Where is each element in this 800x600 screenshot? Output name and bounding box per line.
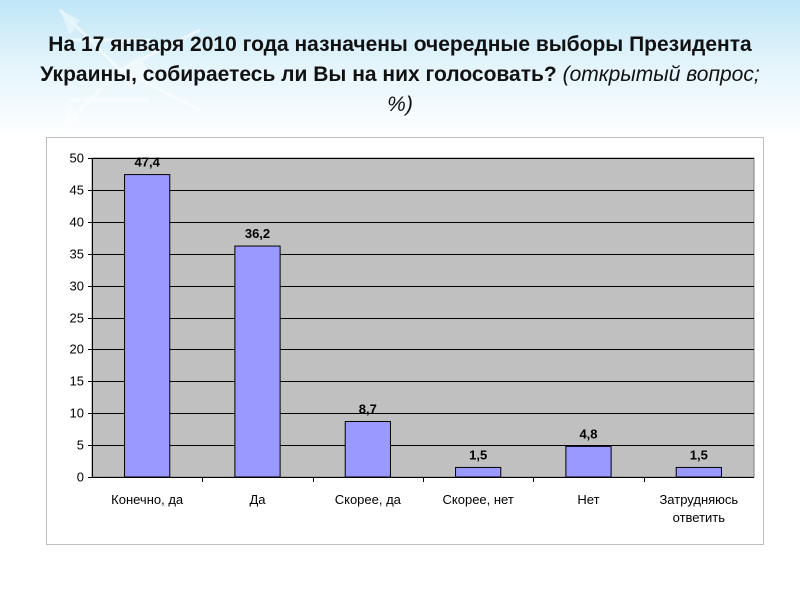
data-label: 4,8 — [579, 426, 597, 441]
slide-title: На 17 января 2010 года назначены очередн… — [40, 30, 760, 120]
data-label: 47,4 — [135, 155, 161, 170]
data-label: 36,2 — [245, 226, 270, 241]
y-tick-label: 5 — [77, 438, 84, 453]
x-category-label: Скорее, нет — [443, 492, 514, 507]
y-tick-label: 45 — [70, 183, 84, 198]
plot-area — [91, 157, 755, 478]
title-main: На 17 января 2010 года назначены очередн… — [40, 33, 752, 86]
x-category-label: Скорее, да — [335, 492, 402, 507]
decorative-snowflake-icon — [58, 8, 201, 132]
x-category-label: Нет — [577, 492, 599, 507]
data-label: 1,5 — [469, 447, 487, 462]
y-tick-label: 10 — [70, 406, 84, 421]
bar — [234, 245, 281, 478]
bar — [344, 420, 391, 478]
y-tick-label: 20 — [70, 342, 84, 357]
x-category-label: Затрудняюсь — [659, 492, 738, 507]
y-tick-label: 40 — [70, 215, 84, 230]
header-background — [0, 0, 800, 140]
title-subtitle: (открытый вопрос; %) — [387, 63, 760, 116]
bar — [455, 466, 502, 478]
chart-frame: 0 5 10 15 20 25 30 35 40 45 50 47,4 Конечно, да 36,2 Д… — [46, 137, 764, 545]
x-category-label: Да — [249, 492, 266, 507]
y-tick-label: 35 — [70, 247, 84, 262]
x-category-label: Конечно, да — [111, 492, 184, 507]
y-tick-label: 25 — [70, 311, 84, 326]
y-tick-label: 0 — [77, 470, 84, 485]
bar — [565, 445, 612, 478]
bar-chart: 0 5 10 15 20 25 30 35 40 45 50 47,4 Конечно, да 36,2 Д… — [70, 151, 755, 525]
x-category-label: ответить — [673, 510, 726, 525]
bar — [675, 466, 722, 478]
data-label: 1,5 — [690, 447, 708, 462]
y-tick-label: 15 — [70, 374, 84, 389]
y-tick-label: 50 — [70, 151, 84, 166]
bar — [124, 174, 171, 478]
data-label: 8,7 — [359, 401, 377, 416]
y-tick-label: 30 — [70, 279, 84, 294]
